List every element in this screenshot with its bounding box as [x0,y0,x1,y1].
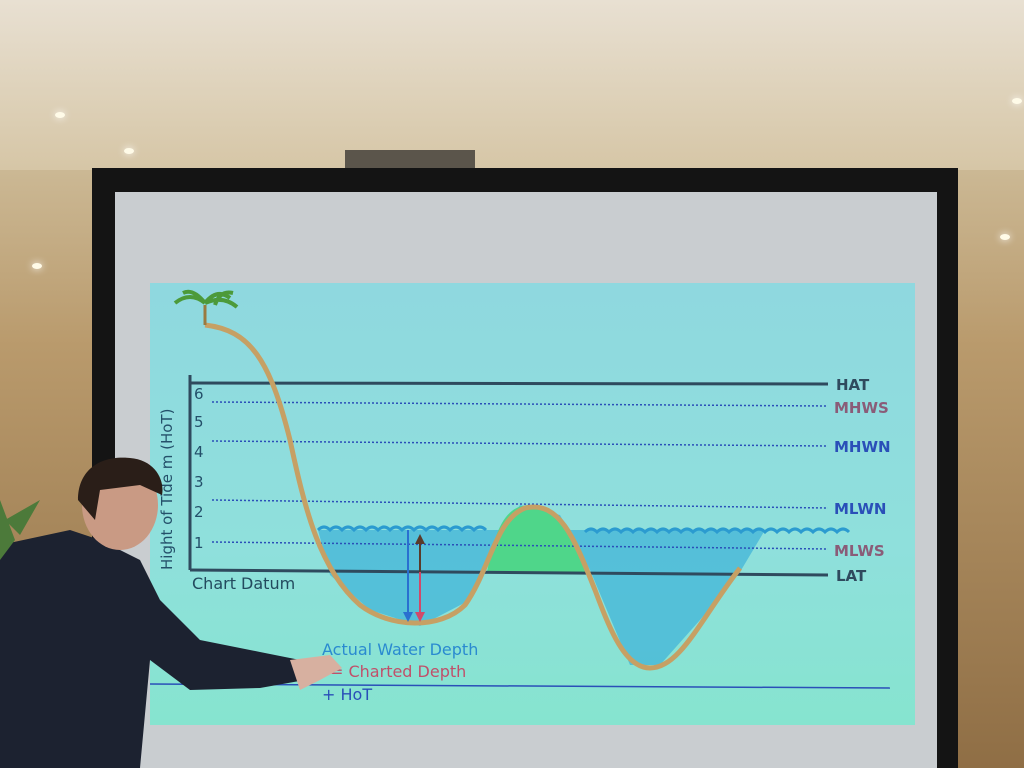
y-tick: 4 [194,443,204,461]
air-vent [345,150,475,168]
presenter-body [0,530,305,768]
y-tick: 1 [194,534,204,552]
level-mhwn: MHWN [834,438,891,456]
y-tick: 3 [194,473,204,491]
lat-line [189,568,829,577]
charted-depth-label: = Charted Depth [330,662,467,681]
level-mhws: MHWS [834,399,889,417]
chart-datum-label: Chart Datum [192,574,296,593]
charted-depth-arrowhead [415,612,425,622]
y-tick: 6 [194,385,204,403]
mhws-line [211,401,829,407]
water-surface-waves [316,525,851,535]
plant-leaves [0,500,40,560]
ceiling [0,0,1024,170]
ceiling-light [55,112,65,118]
mlws-line [211,541,829,550]
ceiling-light [1000,234,1010,240]
mlwn-line [211,499,829,509]
ceiling-light [1012,98,1022,104]
palm-tree-icon [173,289,239,325]
hat-line [189,381,829,386]
mhwn-line [211,440,829,447]
actual-depth-arrowhead [403,612,413,622]
level-mlwn: MLWN [834,500,887,518]
y-tick: 2 [194,503,204,521]
level-lat: LAT [836,567,867,585]
hot-arrowhead [415,534,425,544]
seabed-profile [204,322,742,671]
ceiling-light [124,148,134,154]
level-hat: HAT [836,376,870,394]
hot-label: + HoT [322,685,373,704]
actual-water-depth-label: Actual Water Depth [322,640,479,659]
level-mlws: MLWS [834,542,885,560]
presenter-hair [78,457,163,520]
presenter-hand [290,655,342,690]
y-tick: 5 [194,413,204,431]
ceiling-light [32,263,42,269]
